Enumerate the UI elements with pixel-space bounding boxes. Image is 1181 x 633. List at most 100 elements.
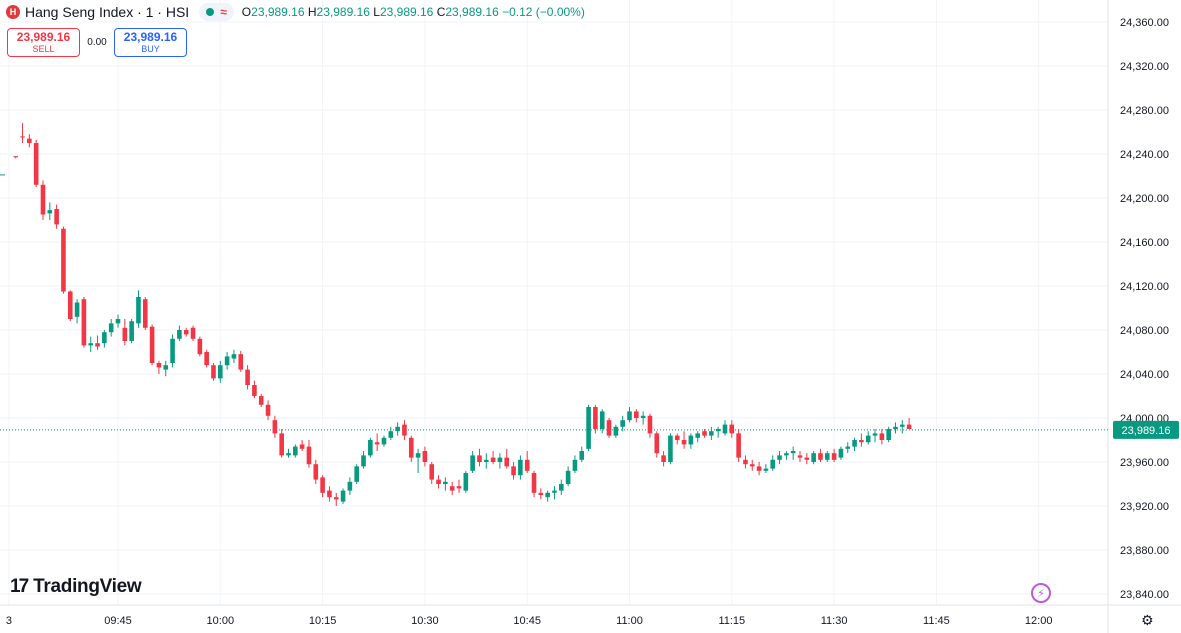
candle-body [736, 433, 741, 458]
buy-button[interactable]: 23,989.16 BUY [114, 28, 187, 57]
market-status[interactable]: ≈ [199, 3, 234, 21]
candle-body [422, 451, 428, 462]
candle-body [797, 455, 803, 458]
candle-body [395, 426, 400, 432]
candle-body [190, 327, 196, 339]
tradingview-mark-icon: 17 [10, 576, 29, 597]
candle-body [108, 323, 114, 333]
candle-body [790, 451, 796, 454]
candle-body [102, 332, 107, 344]
lightning-icon[interactable]: ⚡ [1031, 583, 1051, 603]
candle-body [879, 433, 885, 440]
candle-body [906, 424, 912, 429]
candle-body [381, 437, 387, 445]
market-open-dot-icon [206, 8, 215, 16]
candle-body [565, 470, 571, 484]
candle-body [347, 481, 353, 491]
candle-body [784, 453, 789, 456]
candle-body [518, 459, 523, 476]
candle-body [490, 457, 496, 462]
y-tick-label: 24,160.00 [1120, 237, 1169, 249]
candle-body [804, 457, 810, 460]
candle-body [136, 297, 141, 324]
candle-body [238, 354, 244, 370]
tradingview-logo[interactable]: 17 TradingView [10, 576, 142, 598]
y-tick-label: 24,360.00 [1120, 17, 1169, 29]
last-price-label: 23,989.16 [1122, 425, 1171, 437]
candle-body [838, 448, 844, 458]
candle-body [593, 407, 598, 429]
sell-price: 23,989.16 [16, 29, 71, 44]
candle-body [634, 411, 639, 418]
candle-body [777, 455, 782, 460]
candle-body [831, 453, 837, 460]
buy-price: 23,989.16 [123, 29, 178, 44]
sell-button[interactable]: 23,989.16 SELL [7, 28, 80, 57]
x-tick-label: 10:15 [309, 615, 337, 627]
candle-body [552, 490, 557, 493]
candle-body [818, 453, 823, 460]
candle-body [265, 404, 271, 416]
candle-body [20, 136, 25, 138]
candle-body [579, 451, 585, 460]
candle-body [258, 396, 264, 405]
candle-body [477, 455, 482, 462]
candle-body [654, 433, 660, 454]
candle-body [177, 330, 182, 339]
candle-body [129, 321, 134, 341]
spread-value: 0.00 [87, 37, 107, 48]
candle-body [252, 385, 257, 396]
hsi-logo-icon: H [6, 5, 20, 19]
candle-body [900, 424, 905, 427]
ohlc-readout: O23,989.16 H23,989.16 L23,989.16 C23,989… [242, 5, 585, 19]
candle-body [497, 457, 503, 462]
candle-body [599, 411, 605, 429]
candle-body [388, 431, 394, 438]
candle-body [681, 440, 687, 445]
candle-body [729, 424, 735, 434]
candle-body [361, 455, 366, 467]
candle-body [852, 440, 857, 447]
candle-body [279, 433, 284, 456]
candle-body [545, 492, 550, 498]
candle-body [893, 426, 898, 429]
open-value: 23,989.16 [251, 5, 305, 19]
candle-body [531, 473, 537, 493]
candle-body [695, 433, 700, 438]
candle-body [443, 481, 448, 484]
candle-body [218, 365, 223, 379]
candle-body [429, 464, 435, 480]
candle-body [408, 437, 414, 458]
x-tick-label: 10:30 [411, 615, 439, 627]
candle-body [224, 356, 230, 366]
candle-body [702, 431, 707, 436]
brand-name: TradingView [33, 576, 142, 597]
candle-body [142, 299, 148, 328]
low-label: L [373, 5, 380, 19]
candle-body [647, 415, 653, 434]
candle-body [245, 369, 250, 385]
candle-body [122, 327, 128, 341]
candle-body [572, 459, 578, 471]
candle-body [627, 411, 632, 421]
open-label: O [241, 5, 252, 19]
symbol-title[interactable]: Hang Seng Index · 1 · HSI [25, 4, 190, 20]
settings-gear-icon[interactable]: ⚙ [1141, 612, 1154, 628]
x-tick-label: 11:45 [923, 615, 950, 627]
candle-body [859, 440, 864, 443]
candle-body [770, 459, 776, 469]
candle-body [415, 453, 421, 458]
close-label: C [436, 5, 446, 19]
chart-header: H Hang Seng Index · 1 · HSI ≈ O23,989.16… [6, 3, 585, 21]
candle-body [743, 459, 748, 465]
candle-body [661, 455, 666, 462]
trade-panel: 23,989.16 SELL 0.00 23,989.16 BUY [7, 28, 187, 57]
candle-body [115, 319, 121, 324]
candle-body [811, 453, 816, 462]
candle-body [67, 291, 73, 319]
x-tick-label: 11:15 [718, 615, 745, 627]
close-value: 23,989.16 [445, 5, 499, 19]
candle-body [156, 363, 162, 368]
